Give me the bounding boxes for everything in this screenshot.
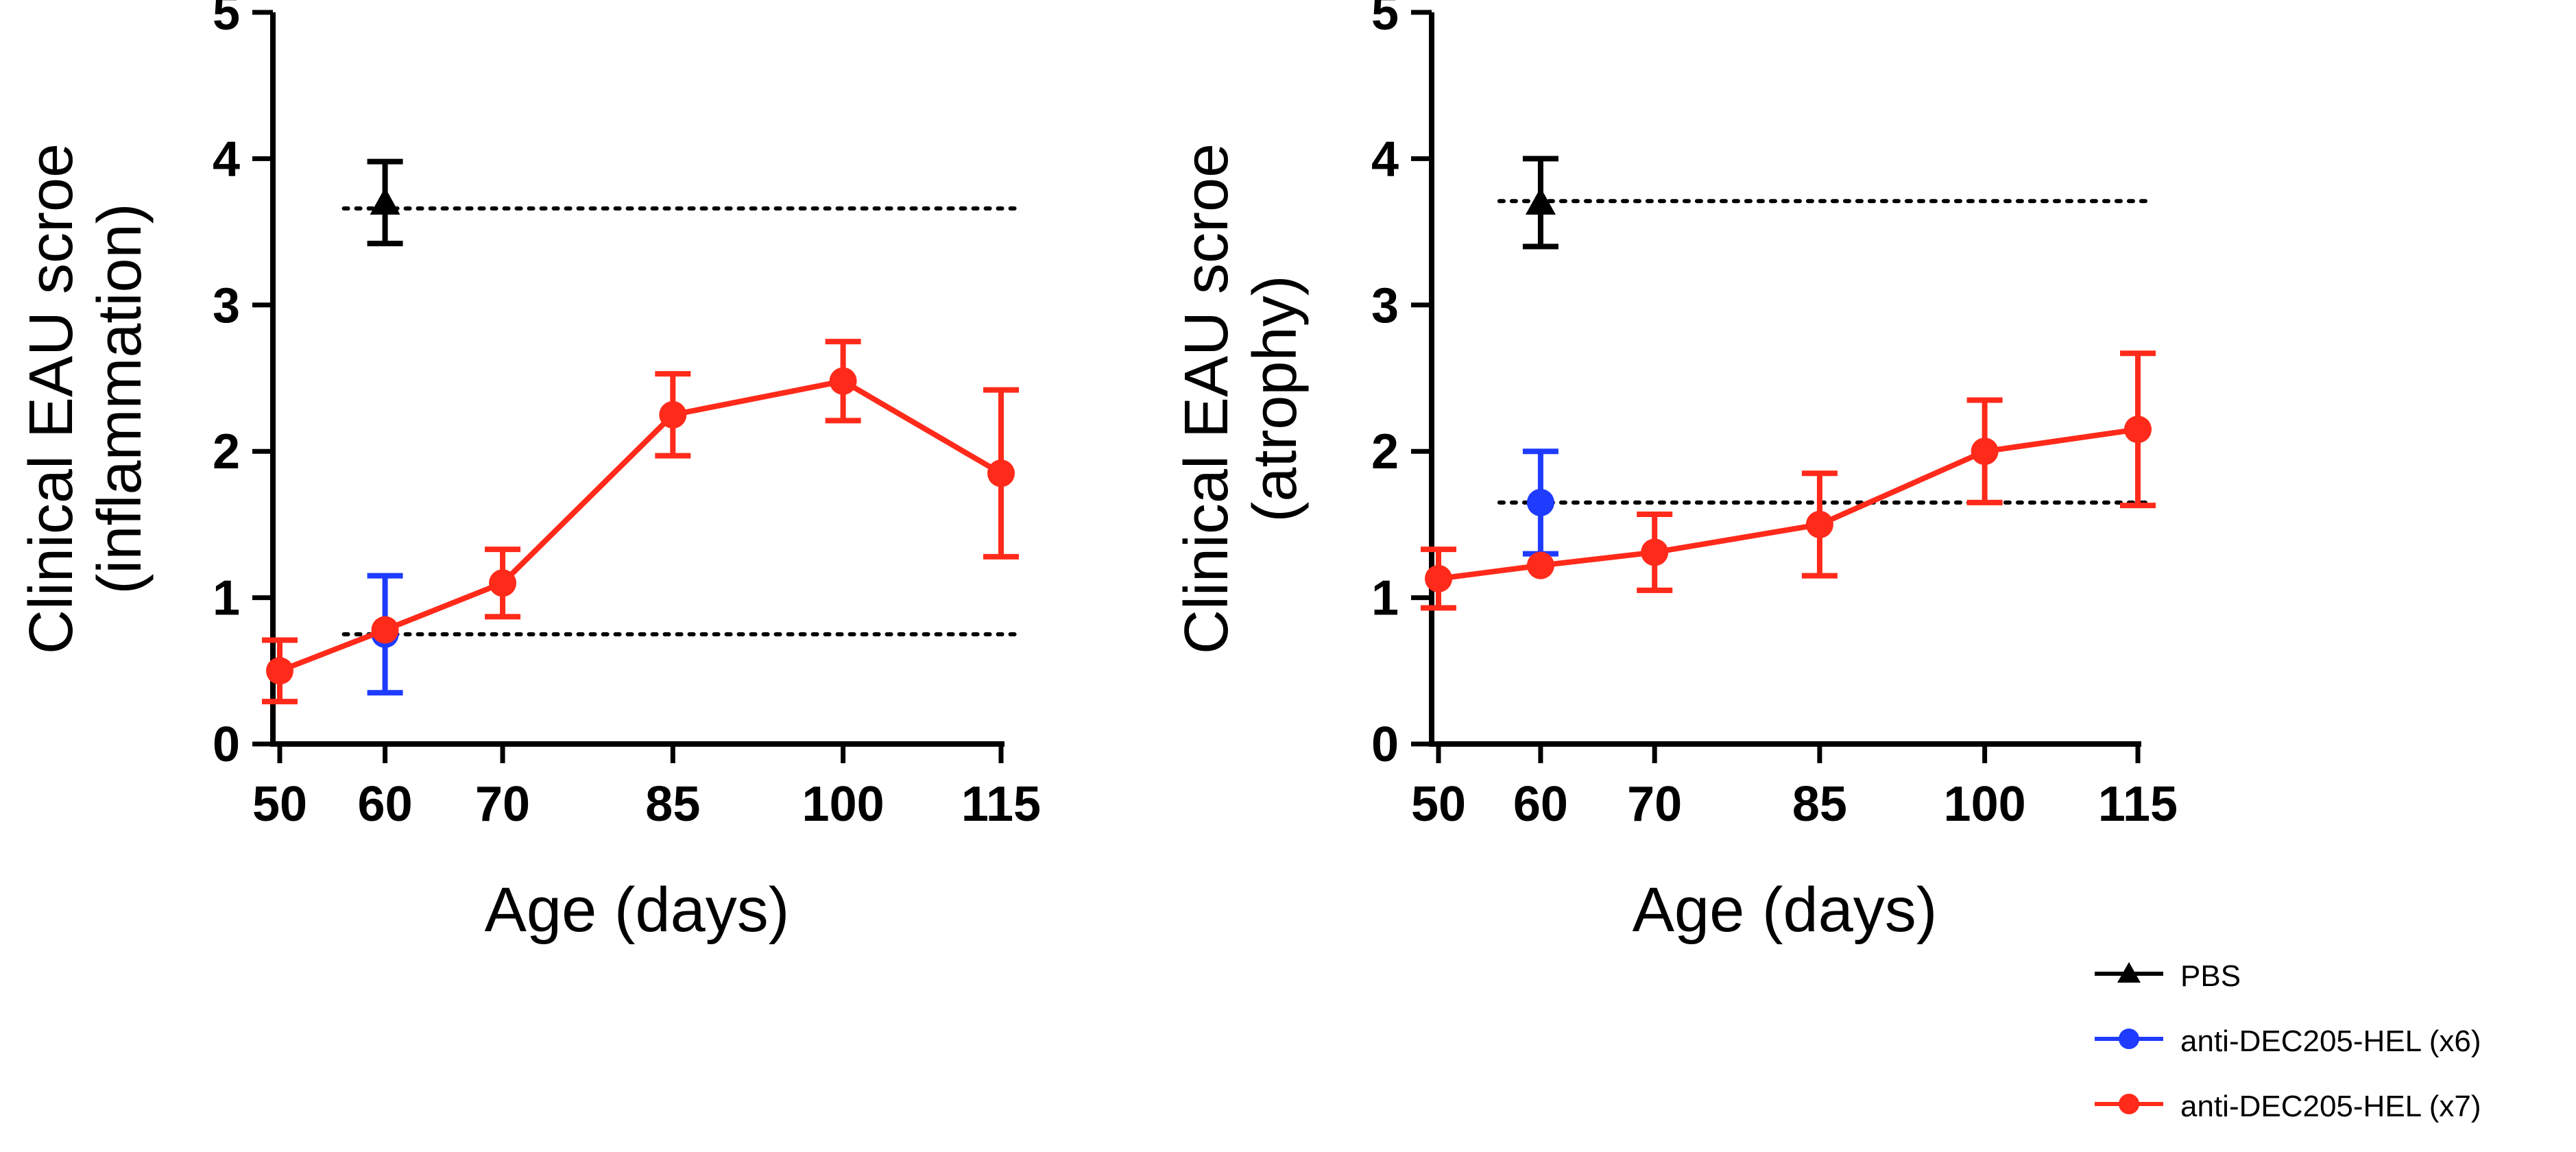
y-tick-label: 2 xyxy=(1371,424,1399,479)
x-tick-label: 85 xyxy=(1792,777,1847,832)
y-axis-title-line: (inflammation) xyxy=(86,203,154,594)
data-point-anti-dec205-hel-x7 xyxy=(489,569,517,597)
x-tick-label: 115 xyxy=(2098,777,2178,832)
y-tick-label: 2 xyxy=(213,424,240,479)
data-point-anti-dec205-hel-x7 xyxy=(1425,564,1452,592)
x-tick-label: 100 xyxy=(802,777,884,832)
y-tick-label: 1 xyxy=(213,571,240,626)
legend-item-x6: anti-DEC205-HEL (x6) xyxy=(2091,1022,2571,1087)
y-tick-label: 3 xyxy=(213,278,240,333)
y-tick-label: 0 xyxy=(1371,717,1399,772)
x-axis-title: Age (days) xyxy=(1633,875,1938,945)
y-tick-label: 5 xyxy=(1371,0,1399,40)
chart-panel-atrophy: 0 1 2 3 4 5 50 60 70 85 100 115 Age (days) Clinical E… xyxy=(1172,0,2178,945)
chart-panel-inflammation: 0 1 2 3 4 5 50 60 70 85 100 115 Age (days) Clinical E… xyxy=(17,0,1041,945)
y-axis-title-line: Clinical EAU scroe xyxy=(1172,143,1241,654)
data-point-anti-dec205-hel-x7 xyxy=(829,367,857,395)
x-tick-label: 85 xyxy=(645,777,700,832)
x-tick-label: 100 xyxy=(1944,777,2026,832)
series-line-anti-dec205-hel-x7 xyxy=(1438,427,2139,581)
y-tick-label: 4 xyxy=(213,132,240,187)
series-line-anti-dec205-hel-x7 xyxy=(278,378,1003,674)
data-point-anti-dec205-hel-x7 xyxy=(266,657,293,685)
y-tick-label: 1 xyxy=(1371,571,1399,626)
data-point-pbs xyxy=(1525,187,1556,215)
legend-marker-triangle xyxy=(2117,962,2141,983)
x-tick-label: 50 xyxy=(252,777,307,832)
legend-swatch-pbs xyxy=(2095,962,2163,983)
data-point-anti-dec205-hel-x7 xyxy=(2124,416,2152,444)
x-tick-label: 50 xyxy=(1411,777,1466,832)
data-point-anti-dec205-hel-x7 xyxy=(659,400,687,429)
legend-item-pbs: PBS xyxy=(2091,957,2571,1022)
data-point-anti-dec205-hel-x7 xyxy=(987,459,1015,488)
legend-swatch-x6 xyxy=(2095,1029,2163,1049)
legend-marker-circle xyxy=(2119,1029,2139,1049)
data-point-anti-dec205-hel-x7 xyxy=(371,616,399,644)
x-tick-label: 60 xyxy=(1513,777,1568,832)
legend-label: anti-DEC205-HEL (x6) xyxy=(2180,1024,2481,1058)
legend: PBS anti-DEC205-HEL (x6) anti-DEC205-HEL… xyxy=(2091,957,2571,1152)
x-axis-title: Age (days) xyxy=(485,875,790,945)
y-tick-label: 5 xyxy=(213,0,240,40)
y-axis-title-line: Clinical EAU scroe xyxy=(17,143,86,654)
data-point-anti-dec205-hel-x7 xyxy=(1526,551,1554,579)
y-tick-label: 4 xyxy=(1371,132,1399,187)
data-point-anti-dec205-hel-x7 xyxy=(1641,538,1669,566)
data-point-anti-dec205-hel-x7 xyxy=(1805,510,1833,538)
legend-marker-circle xyxy=(2119,1094,2139,1114)
data-point-anti-dec205-hel-x6 xyxy=(1526,488,1554,516)
legend-label: anti-DEC205-HEL (x7) xyxy=(2180,1090,2481,1123)
x-tick-label: 60 xyxy=(358,777,413,832)
y-tick-label: 0 xyxy=(213,717,240,772)
y-tick-label: 3 xyxy=(1371,278,1399,333)
legend-item-x7: anti-DEC205-HEL (x7) xyxy=(2091,1087,2571,1152)
x-tick-label: 70 xyxy=(1627,777,1682,832)
x-tick-label: 115 xyxy=(961,777,1041,832)
x-tick-label: 70 xyxy=(475,777,530,832)
y-axis-title-line: (atrophy) xyxy=(1241,275,1310,522)
data-point-pbs xyxy=(370,187,400,215)
legend-swatch-x7 xyxy=(2095,1094,2163,1114)
data-point-anti-dec205-hel-x7 xyxy=(1971,437,1999,466)
legend-label: PBS xyxy=(2180,959,2241,993)
